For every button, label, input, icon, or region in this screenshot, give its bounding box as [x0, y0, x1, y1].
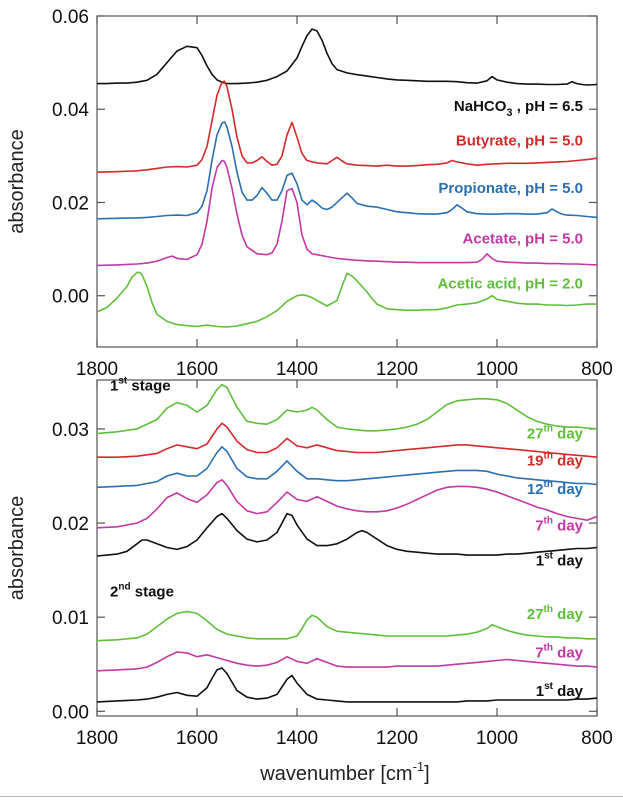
y-tick-label: 0.04: [52, 100, 89, 121]
x-tick-label: 1600: [176, 728, 218, 749]
series-line-1-4: [96, 512, 598, 557]
y-tick-label: 0.02: [52, 514, 89, 535]
bottom-panel: 0.00 0.01 0.02 0.03 1800 1600 1400 1200 1000 800 a…: [6, 375, 613, 749]
series-line-0-3: [96, 159, 598, 267]
y-tick-label: 0.06: [52, 7, 89, 28]
series-line-1-3: [96, 479, 598, 529]
day-label-num: 1: [536, 552, 544, 569]
day-label-rest: day: [553, 425, 584, 442]
y-axis-label: absorbance: [6, 129, 28, 234]
series-label-4: Acetic acid, pH = 2.0: [438, 275, 583, 292]
plot-frame-0: [96, 15, 598, 348]
series-label-1: Butyrate, pH = 5.0: [456, 133, 583, 150]
day-label-sup: th: [544, 643, 553, 654]
series-label-3: Acetate, pH = 5.0: [463, 231, 583, 248]
series-line-0-2: [96, 121, 598, 220]
x-tick-label: 1600: [176, 359, 218, 380]
day-label-rest: day: [553, 552, 584, 569]
day-label-sup: th: [544, 423, 553, 434]
x-axis-label: wavenumber [cm-1]: [259, 759, 429, 785]
x-tick-label: 800: [581, 359, 613, 380]
day-label-sup: st: [544, 681, 554, 692]
x-tick-label: 1400: [276, 359, 318, 380]
stage-label-sup: nd: [118, 581, 130, 592]
series-label-day-3: 7th day: [535, 516, 583, 535]
series-label-rest: , pH = 6.5: [513, 98, 583, 115]
series-line-0-0: [97, 28, 598, 86]
day-label-num: 27: [527, 606, 544, 623]
series-line-0-1: [96, 80, 598, 173]
day-label-rest: day: [553, 683, 584, 700]
stage-label-num: 2: [110, 583, 118, 600]
stage-label-num: 1: [110, 377, 118, 394]
series-line-1-0: [96, 383, 598, 435]
series-label-day-1: 19th day: [527, 451, 584, 470]
stage-label-0: 1st stage: [110, 375, 171, 394]
series-label-0: NaHCO3 , pH = 6.5: [454, 98, 583, 119]
day-label-rest: day: [553, 453, 584, 470]
y-axis-label: absorbance: [6, 496, 28, 601]
series-line-1-6: [96, 651, 598, 672]
top-panel: 0.00 0.02 0.04 0.06 1800 1600 1400 1200 1000 800 a…: [6, 7, 613, 380]
series-label-main: Acetate, pH = 5.0: [463, 231, 583, 248]
x-tick-label: 1200: [376, 359, 418, 380]
day-label-sup: th: [544, 479, 553, 490]
series-label-day-5: 27th day: [527, 604, 584, 623]
stage-label-rest: stage: [127, 377, 170, 394]
x-tick-label: 1400: [276, 728, 318, 749]
day-label-sup: th: [544, 451, 553, 462]
day-label-rest: day: [553, 606, 584, 623]
day-label-num: 19: [527, 453, 544, 470]
series-label-main: Propionate, pH = 5.0: [438, 180, 583, 197]
day-label-num: 27: [527, 425, 544, 442]
x-axis-label-text: wavenumber [cm: [259, 763, 412, 785]
day-label-sup: th: [544, 516, 553, 527]
day-label-sup: th: [544, 604, 553, 615]
y-tick-label: 0.02: [52, 193, 89, 214]
x-axis-label-end: ]: [424, 763, 430, 785]
series-label-day-4: 1st day: [536, 550, 584, 569]
stage-label-rest: stage: [131, 583, 174, 600]
day-label-rest: day: [553, 518, 584, 535]
series-line-1-1: [97, 422, 598, 458]
day-label-num: 7: [535, 518, 543, 535]
series-label-main: NaHCO: [454, 98, 507, 115]
stage-label-sup: st: [118, 375, 128, 386]
y-tick-label: 0.03: [52, 420, 89, 441]
series-line-1-5: [96, 610, 597, 642]
x-tick-label: 1800: [76, 359, 118, 380]
day-label-num: 7: [535, 645, 543, 662]
series-label-main: Butyrate, pH = 5.0: [456, 133, 583, 150]
y-tick-label: 0.00: [52, 702, 89, 723]
x-tick-label: 1800: [76, 728, 118, 749]
day-label-num: 12: [527, 481, 544, 498]
series-label-day-7: 1st day: [536, 681, 584, 700]
day-label-rest: day: [553, 481, 584, 498]
series-line-0-4: [96, 271, 597, 328]
day-label-num: 1: [536, 683, 544, 700]
x-tick-label: 1000: [476, 359, 518, 380]
series-label-day-6: 7th day: [535, 643, 583, 662]
x-axis-label-exponent: -1: [413, 759, 425, 774]
series-line-1-7: [96, 667, 598, 703]
series-label-2: Propionate, pH = 5.0: [438, 180, 583, 197]
x-tick-label: 1200: [376, 728, 418, 749]
series-label-main: Acetic acid, pH = 2.0: [438, 275, 583, 292]
series-label-day-2: 12th day: [527, 479, 584, 498]
y-tick-label: 0.00: [52, 287, 89, 308]
footer-divider: [0, 796, 623, 797]
stage-label-1: 2nd stage: [110, 581, 174, 600]
series-label-sub: 3: [506, 107, 512, 119]
x-tick-label: 800: [581, 728, 613, 749]
x-tick-label: 1000: [476, 728, 518, 749]
y-tick-label: 0.01: [52, 608, 89, 629]
series-label-day-0: 27th day: [527, 423, 584, 442]
series-line-1-2: [96, 446, 598, 489]
day-label-rest: day: [553, 645, 584, 662]
day-label-sup: st: [544, 550, 554, 561]
